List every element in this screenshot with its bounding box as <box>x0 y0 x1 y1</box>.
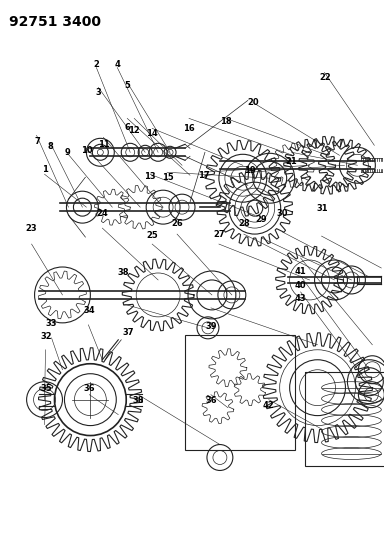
Text: 30: 30 <box>277 209 288 218</box>
Text: 19: 19 <box>244 166 256 175</box>
Text: 38: 38 <box>132 396 144 405</box>
Text: 40: 40 <box>295 281 306 290</box>
Text: 8: 8 <box>48 142 54 151</box>
Text: 22: 22 <box>319 73 331 82</box>
Text: 12: 12 <box>128 126 140 135</box>
Bar <box>305 372 385 466</box>
Text: 36: 36 <box>205 396 217 405</box>
Text: 41: 41 <box>295 268 306 276</box>
Text: 38: 38 <box>118 269 129 277</box>
Text: 14: 14 <box>146 129 158 138</box>
Text: 4: 4 <box>115 60 121 69</box>
Text: 3: 3 <box>95 87 101 96</box>
Text: 2: 2 <box>94 60 100 69</box>
Text: 7: 7 <box>34 136 40 146</box>
Text: 42: 42 <box>263 401 275 410</box>
Text: 10: 10 <box>81 146 93 155</box>
Text: 39: 39 <box>205 321 217 330</box>
Text: 31: 31 <box>316 204 328 213</box>
Text: 6: 6 <box>124 123 130 132</box>
Text: 23: 23 <box>25 224 37 233</box>
Text: 5: 5 <box>124 81 130 90</box>
Text: 25: 25 <box>146 231 158 240</box>
Text: 9: 9 <box>65 148 71 157</box>
Text: 21: 21 <box>286 157 297 166</box>
Text: 36: 36 <box>84 384 95 393</box>
Text: 26: 26 <box>171 220 183 229</box>
Text: 18: 18 <box>221 117 232 126</box>
Text: 35: 35 <box>40 384 52 393</box>
Text: 28: 28 <box>238 220 250 229</box>
Text: 32: 32 <box>40 332 52 341</box>
Text: 33: 33 <box>45 319 57 328</box>
Text: 1: 1 <box>42 165 48 174</box>
Text: 16: 16 <box>183 124 194 133</box>
Text: 13: 13 <box>144 172 156 181</box>
Text: 43: 43 <box>295 294 306 303</box>
Text: 17: 17 <box>198 171 210 180</box>
Text: 34: 34 <box>83 305 95 314</box>
Text: 11: 11 <box>98 140 109 149</box>
Text: 24: 24 <box>97 209 108 218</box>
Text: 27: 27 <box>214 230 225 239</box>
Text: 92751 3400: 92751 3400 <box>9 15 100 29</box>
Text: 20: 20 <box>247 98 259 107</box>
Text: 15: 15 <box>162 173 173 182</box>
Text: 37: 37 <box>122 328 134 337</box>
Text: 29: 29 <box>256 215 267 224</box>
Bar <box>185 335 295 449</box>
